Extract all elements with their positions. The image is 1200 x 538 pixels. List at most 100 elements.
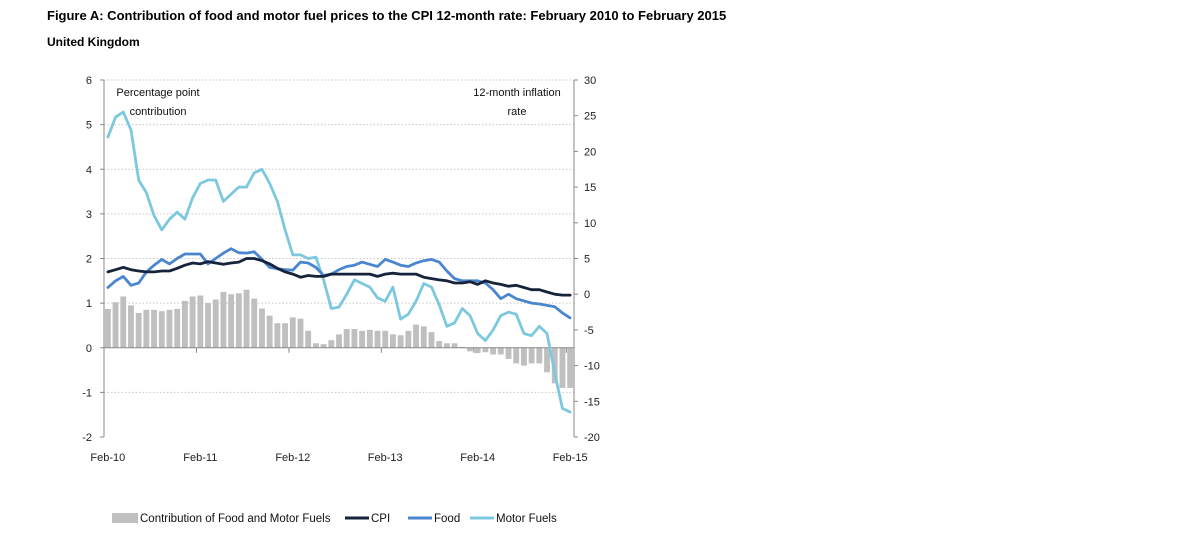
- bar: [544, 347, 550, 373]
- bar: [551, 347, 558, 384]
- bar: [320, 344, 327, 348]
- bar: [351, 329, 358, 348]
- bar: [451, 343, 458, 348]
- bar: [343, 329, 350, 348]
- left-tick-label: 3: [86, 209, 92, 221]
- bar: [305, 330, 312, 348]
- right-tick-label: 15: [584, 182, 596, 194]
- legend-label: Food: [434, 513, 460, 525]
- x-tick-label: Feb-11: [183, 452, 217, 464]
- chart-title: Figure A: Contribution of food and motor…: [47, 8, 727, 23]
- right-tick-label: 0: [584, 289, 590, 301]
- bar: [366, 329, 373, 348]
- legend-swatch-bar: [112, 513, 138, 523]
- bar: [174, 308, 181, 348]
- right-tick-label: 5: [584, 254, 590, 266]
- x-tick-label: Feb-10: [90, 452, 125, 464]
- chart-subtitle: United Kingdom: [47, 35, 140, 49]
- x-tick-label: Feb-14: [460, 452, 495, 464]
- right-tick-label: -20: [584, 432, 600, 444]
- bar: [528, 347, 535, 364]
- right-tick-label: -10: [584, 361, 600, 373]
- right-axis-label-line1: 12-month inflation: [473, 87, 560, 99]
- bar: [235, 293, 242, 348]
- bar: [189, 296, 196, 348]
- left-tick-label: 1: [86, 298, 92, 310]
- bar: [112, 302, 119, 348]
- bar: [567, 347, 574, 388]
- x-tick-label: Feb-13: [368, 452, 403, 464]
- axis-labels: Percentage point contribution 12-month i…: [116, 87, 560, 118]
- food-line: [106, 247, 572, 320]
- bar: [374, 330, 381, 348]
- bar: [243, 289, 250, 348]
- bar: [382, 330, 389, 348]
- bar: [413, 324, 419, 348]
- bar: [128, 305, 134, 348]
- bar: [474, 347, 481, 354]
- bar: [405, 330, 412, 348]
- bar: [328, 340, 335, 348]
- legend-label: CPI: [371, 513, 390, 525]
- left-tick-label: 4: [86, 164, 92, 176]
- bar: [497, 347, 504, 355]
- bar: [505, 347, 512, 359]
- bar: [490, 347, 497, 355]
- bar: [251, 298, 258, 348]
- right-tick-label: 25: [584, 111, 596, 123]
- x-tick-label: Feb-12: [275, 452, 310, 464]
- axes: -2-10123456-20-15-10-5051015202530Feb-10…: [82, 75, 600, 464]
- bar: [559, 347, 566, 388]
- bar: [104, 308, 111, 348]
- legend-label: Contribution of Food and Motor Fuels: [140, 513, 331, 525]
- left-tick-label: -2: [82, 432, 92, 444]
- right-tick-label: -15: [584, 396, 600, 408]
- motor-fuels-line: [106, 110, 572, 414]
- bar: [436, 341, 443, 348]
- bar: [166, 309, 173, 348]
- right-tick-label: -5: [584, 325, 594, 337]
- left-axis-label-line2: contribution: [130, 106, 187, 118]
- legend-label: Motor Fuels: [496, 513, 557, 525]
- legend: Contribution of Food and Motor Fuels CPI F…: [112, 513, 557, 525]
- bar: [428, 332, 435, 348]
- bar: [228, 294, 235, 348]
- bar: [536, 347, 543, 364]
- bar: [359, 330, 366, 348]
- left-tick-label: 5: [86, 120, 92, 132]
- bar: [289, 317, 296, 348]
- bar: [220, 291, 227, 348]
- bar: [397, 335, 404, 348]
- bar: [197, 295, 204, 348]
- left-tick-label: -1: [82, 387, 92, 399]
- bar: [482, 347, 489, 353]
- bar: [259, 308, 265, 348]
- bar: [205, 303, 211, 348]
- bar: [443, 343, 450, 348]
- bar: [158, 311, 165, 348]
- bar: [467, 347, 473, 352]
- bar: [212, 299, 219, 348]
- bar: [135, 312, 142, 348]
- right-tick-label: 30: [584, 75, 596, 87]
- left-tick-label: 2: [86, 254, 92, 266]
- right-tick-label: 20: [584, 146, 596, 158]
- left-tick-label: 6: [86, 75, 92, 87]
- bar: [390, 334, 396, 348]
- bar: [336, 334, 342, 348]
- bar: [513, 347, 520, 364]
- right-axis-label-line2: rate: [508, 106, 527, 118]
- bar: [420, 326, 427, 348]
- bar: [312, 343, 319, 348]
- bar: [520, 347, 527, 366]
- line-series: [106, 110, 572, 414]
- cpi-line: [106, 257, 572, 297]
- bar: [282, 323, 288, 348]
- bar: [266, 315, 273, 348]
- bar: [120, 296, 127, 348]
- left-axis-label-line1: Percentage point: [116, 87, 199, 99]
- bar: [143, 309, 150, 348]
- bar-series: [104, 289, 574, 388]
- x-tick-label: Feb-15: [553, 452, 588, 464]
